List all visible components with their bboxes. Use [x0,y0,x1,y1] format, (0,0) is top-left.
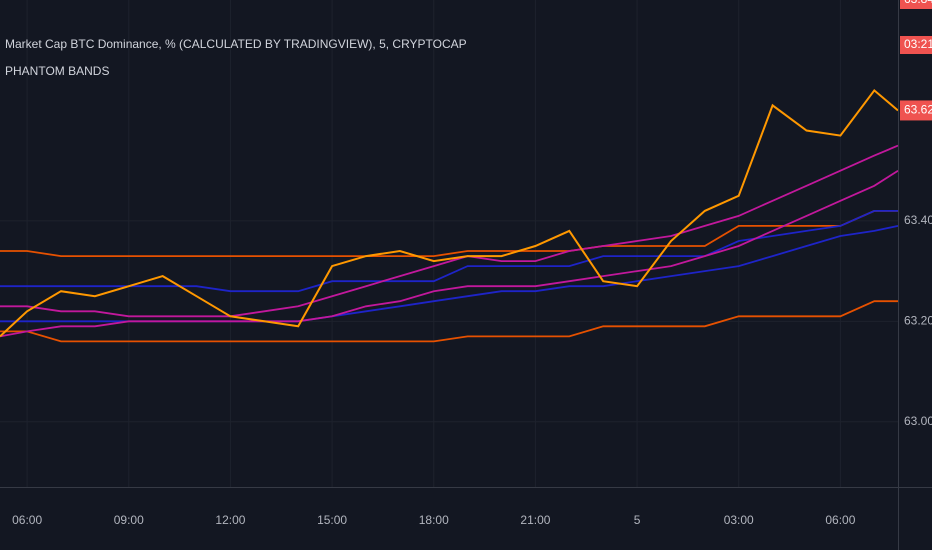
x-tick-label: 12:00 [215,513,245,527]
y-tick-label: 63.20 [904,313,932,327]
last-price-box [900,100,932,121]
series-line [0,210,898,257]
x-tick-label: 09:00 [114,513,144,527]
x-tick-label: 5 [634,513,641,527]
series-line [0,144,899,318]
countdown: 03:21 [904,37,932,51]
series-line [0,88,899,338]
chart-title: Market Cap BTC Dominance, % (CALCULATED … [5,37,467,51]
last-price-label: 63.62 [904,103,932,117]
x-tick-label: 18:00 [419,513,449,527]
y-tick-label: 63.40 [904,213,932,227]
indicator-name: PHANTOM BANDS [5,64,109,78]
x-tick-label: 06:00 [12,513,42,527]
x-tick-label: 06:00 [825,513,855,527]
countdown-box [900,36,932,54]
series-line [0,169,899,338]
high-price-label: 63.84 [904,0,932,6]
x-tick-label: 03:00 [724,513,754,527]
x-tick-label: 21:00 [520,513,550,527]
plot-area [0,0,899,487]
series-line [0,300,898,343]
x-tick-label: 15:00 [317,513,347,527]
y-tick-label: 63.00 [904,414,932,428]
high-price-box [900,0,932,9]
